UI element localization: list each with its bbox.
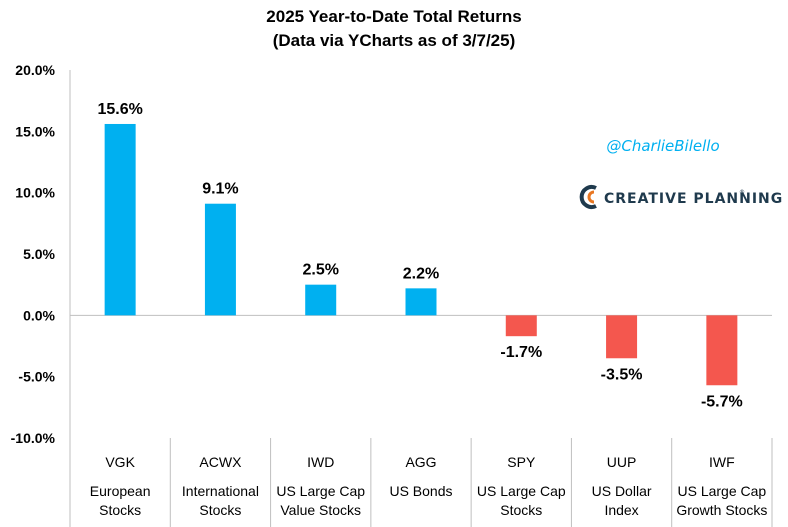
category-description: Stocks <box>500 502 542 518</box>
chart-subtitle: (Data via YCharts as of 3/7/25) <box>273 31 516 50</box>
category-table: VGK European Stocks ACWX International Stocks… <box>69 438 773 527</box>
bar-iwf <box>706 315 738 386</box>
watermark-brand-mark: ® <box>739 189 745 196</box>
category-description: Index <box>604 502 638 518</box>
category-description: Value Stocks <box>280 502 361 518</box>
y-tick-label: 20.0% <box>15 62 55 78</box>
category-description: Stocks <box>199 502 241 518</box>
watermark-brand: CREATIVE PLANNING ® <box>579 185 783 209</box>
x-tick-label: IWD <box>307 454 334 470</box>
chart-title-line: 2025 Year-to-Date Total Returns <box>266 7 521 26</box>
data-label: -3.5% <box>601 366 643 383</box>
bar-spy <box>505 315 537 337</box>
category-description: US Bonds <box>389 483 452 499</box>
category-description: US Large Cap <box>276 483 365 499</box>
category-description: International <box>182 483 259 499</box>
bar-acwx <box>204 203 236 316</box>
x-tick-label: ACWX <box>199 454 242 470</box>
bars <box>104 123 738 386</box>
data-label: 2.5% <box>302 262 338 279</box>
category-description: US Large Cap <box>477 483 566 499</box>
x-tick-label: UUP <box>607 454 637 470</box>
y-tick-label: -10.0% <box>11 430 56 446</box>
y-tick-label: -5.0% <box>18 369 55 385</box>
x-tick-label: IWF <box>709 454 735 470</box>
y-tick-label: 5.0% <box>23 246 55 262</box>
creative-planning-logo-icon <box>579 185 597 209</box>
y-tick-label: 15.0% <box>15 123 55 139</box>
bar-uup <box>606 315 638 359</box>
watermark-handle: @CharlieBilello <box>606 137 719 155</box>
category-description: US Dollar <box>592 483 652 499</box>
data-label: 2.2% <box>403 265 439 282</box>
category-description: US Large Cap <box>677 483 766 499</box>
data-label: -1.7% <box>500 344 542 361</box>
data-label: 15.6% <box>97 101 142 118</box>
y-tick-label: 10.0% <box>15 185 55 201</box>
data-labels: 15.6% 9.1% 2.5% 2.2% -1.7% -3.5% -5.7% <box>97 101 742 410</box>
watermark-brand-text: CREATIVE PLANNING <box>604 191 783 207</box>
chart-title: 2025 Year-to-Date Total Returns (Data vi… <box>266 7 521 50</box>
x-tick-label: VGK <box>105 454 135 470</box>
category-description: Stocks <box>99 502 141 518</box>
watermark-handle-text: @CharlieBilello <box>606 137 719 155</box>
data-label: 9.1% <box>202 181 238 198</box>
data-label: -5.7% <box>701 393 743 410</box>
category-description: European <box>90 483 151 499</box>
bar-iwd <box>305 284 337 316</box>
x-tick-label: AGG <box>405 454 436 470</box>
y-tick-label: 0.0% <box>23 307 55 323</box>
bar-agg <box>405 288 437 316</box>
x-tick-label: SPY <box>507 454 536 470</box>
bar-vgk <box>104 123 136 316</box>
category-description: Growth Stocks <box>676 502 767 518</box>
